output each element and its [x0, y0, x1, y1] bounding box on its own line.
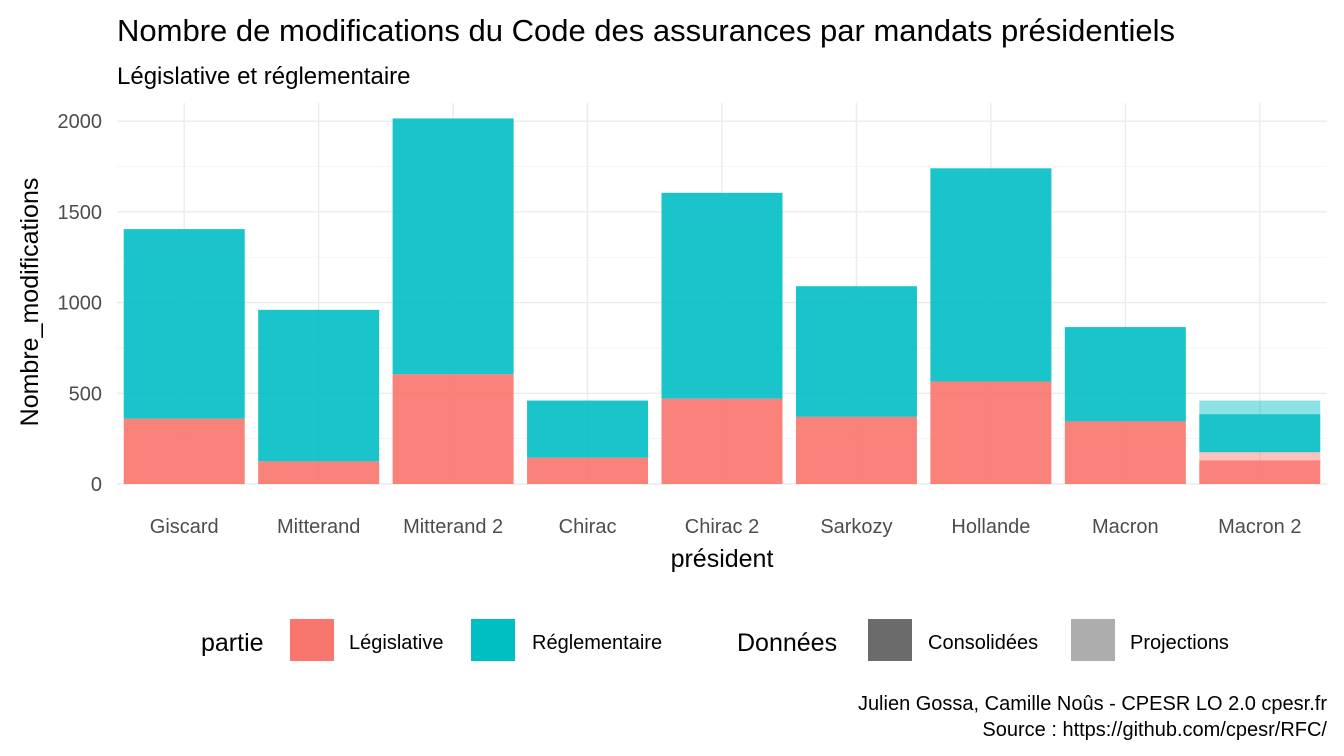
- x-tick-label: Sarkozy: [820, 516, 892, 538]
- legend-key-projections: [1071, 619, 1115, 661]
- y-tick-label: 1500: [58, 202, 103, 224]
- bar-reglementaire-consolidees: [795, 286, 917, 417]
- bar-legislative-consolidees: [930, 381, 1052, 484]
- bar-reglementaire-consolidees: [661, 192, 783, 399]
- legend-label-consolidees: Consolidées: [928, 632, 1038, 654]
- x-tick-label: Giscard: [150, 516, 219, 538]
- x-tick-labels: Giscard Mitterand Mitterand 2 Chirac Chirac …: [150, 516, 1302, 538]
- y-tick-label: 500: [69, 383, 102, 405]
- y-axis-title: Nombre_modifications: [16, 178, 44, 427]
- legend-title-partie: partie: [201, 629, 264, 657]
- bar-reglementaire-consolidees: [123, 229, 245, 419]
- legend-key-reglementaire: [471, 619, 515, 661]
- y-tick-label: 1000: [58, 293, 103, 315]
- bar-legislative-projections: [1199, 452, 1321, 461]
- y-tick-label: 0: [91, 474, 102, 496]
- bar-legislative-consolidees: [527, 457, 649, 484]
- bar-reglementaire-projections: [1199, 400, 1321, 415]
- x-tick-label: Hollande: [951, 516, 1030, 538]
- bar-legislative-consolidees: [795, 416, 917, 484]
- x-tick-label: Macron 2: [1218, 516, 1301, 538]
- bar-reglementaire-consolidees: [930, 168, 1052, 382]
- bar-legislative-consolidees: [392, 374, 514, 484]
- legend-label-reglementaire: Réglementaire: [532, 632, 662, 654]
- caption-source: Source : https://github.com/cpesr/RFC/: [982, 719, 1327, 741]
- caption-authors: Julien Gossa, Camille Noûs - CPESR LO 2.…: [858, 693, 1327, 715]
- legend-title-donnees: Données: [737, 629, 837, 657]
- legend-label-projections: Projections: [1130, 632, 1229, 654]
- chart-subtitle: Législative et réglementaire: [117, 63, 411, 90]
- legend-key-legislative: [290, 619, 334, 661]
- bar-legislative-consolidees: [123, 418, 245, 484]
- x-tick-label: Macron: [1092, 516, 1159, 538]
- y-tick-labels: 0 500 1000 1500 2000: [58, 111, 103, 496]
- x-tick-label: Chirac 2: [685, 516, 759, 538]
- bar-legislative-consolidees: [661, 398, 783, 484]
- x-tick-label: Mitterand: [277, 516, 360, 538]
- bar-legislative-consolidees: [1064, 421, 1186, 484]
- legend-key-consolidees: [868, 619, 912, 661]
- bar-reglementaire-consolidees: [258, 309, 380, 462]
- x-tick-label: Mitterand 2: [403, 516, 503, 538]
- bars: [123, 118, 1321, 484]
- bar-legislative-consolidees: [1199, 460, 1321, 484]
- bar-reglementaire-consolidees: [527, 400, 649, 458]
- bar-reglementaire-consolidees: [392, 118, 514, 375]
- bar-reglementaire-consolidees: [1199, 414, 1321, 453]
- x-axis-title: président: [671, 545, 774, 573]
- x-tick-label: Chirac: [559, 516, 617, 538]
- bar-legislative-consolidees: [258, 461, 380, 484]
- legend-label-legislative: Législative: [349, 632, 444, 654]
- y-tick-label: 2000: [58, 111, 103, 133]
- legend: partie Législative Réglementaire Données…: [201, 619, 1229, 661]
- bar-reglementaire-consolidees: [1064, 327, 1186, 422]
- chart-title: Nombre de modifications du Code des assu…: [117, 13, 1175, 48]
